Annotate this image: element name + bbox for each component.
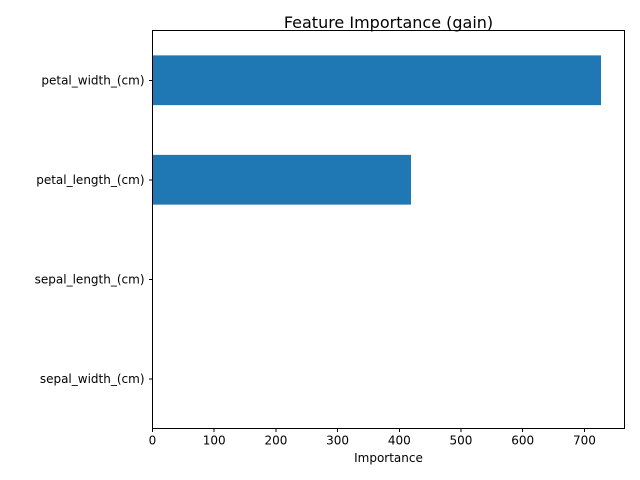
x-tick-label: 200 bbox=[264, 434, 287, 448]
bar-petal_length_(cm) bbox=[152, 154, 412, 205]
x-axis: 0 100 200 300 400 500 600 700 bbox=[149, 428, 596, 448]
y-tick-label: petal_length_(cm) bbox=[36, 173, 144, 187]
y-tick-label: sepal_width_(cm) bbox=[40, 372, 145, 386]
y-tick-label: petal_width_(cm) bbox=[41, 73, 144, 87]
x-tick-label: 600 bbox=[511, 434, 534, 448]
y-tick-label: sepal_length_(cm) bbox=[35, 272, 145, 286]
plot-frame bbox=[152, 30, 625, 429]
chart-title: Feature Importance (gain) bbox=[284, 13, 493, 32]
x-tick-label: 400 bbox=[388, 434, 411, 448]
bars-layer bbox=[152, 55, 602, 205]
x-tick-label: 0 bbox=[149, 434, 157, 448]
bar-petal_width_(cm) bbox=[152, 55, 602, 106]
x-tick-label: 700 bbox=[573, 434, 596, 448]
x-tick-label: 500 bbox=[450, 434, 473, 448]
x-tick-label: 300 bbox=[326, 434, 349, 448]
x-axis-label: Importance bbox=[354, 451, 423, 465]
y-axis: petal_width_(cm) petal_length_(cm) sepal_l… bbox=[35, 73, 153, 386]
x-tick-label: 100 bbox=[203, 434, 226, 448]
